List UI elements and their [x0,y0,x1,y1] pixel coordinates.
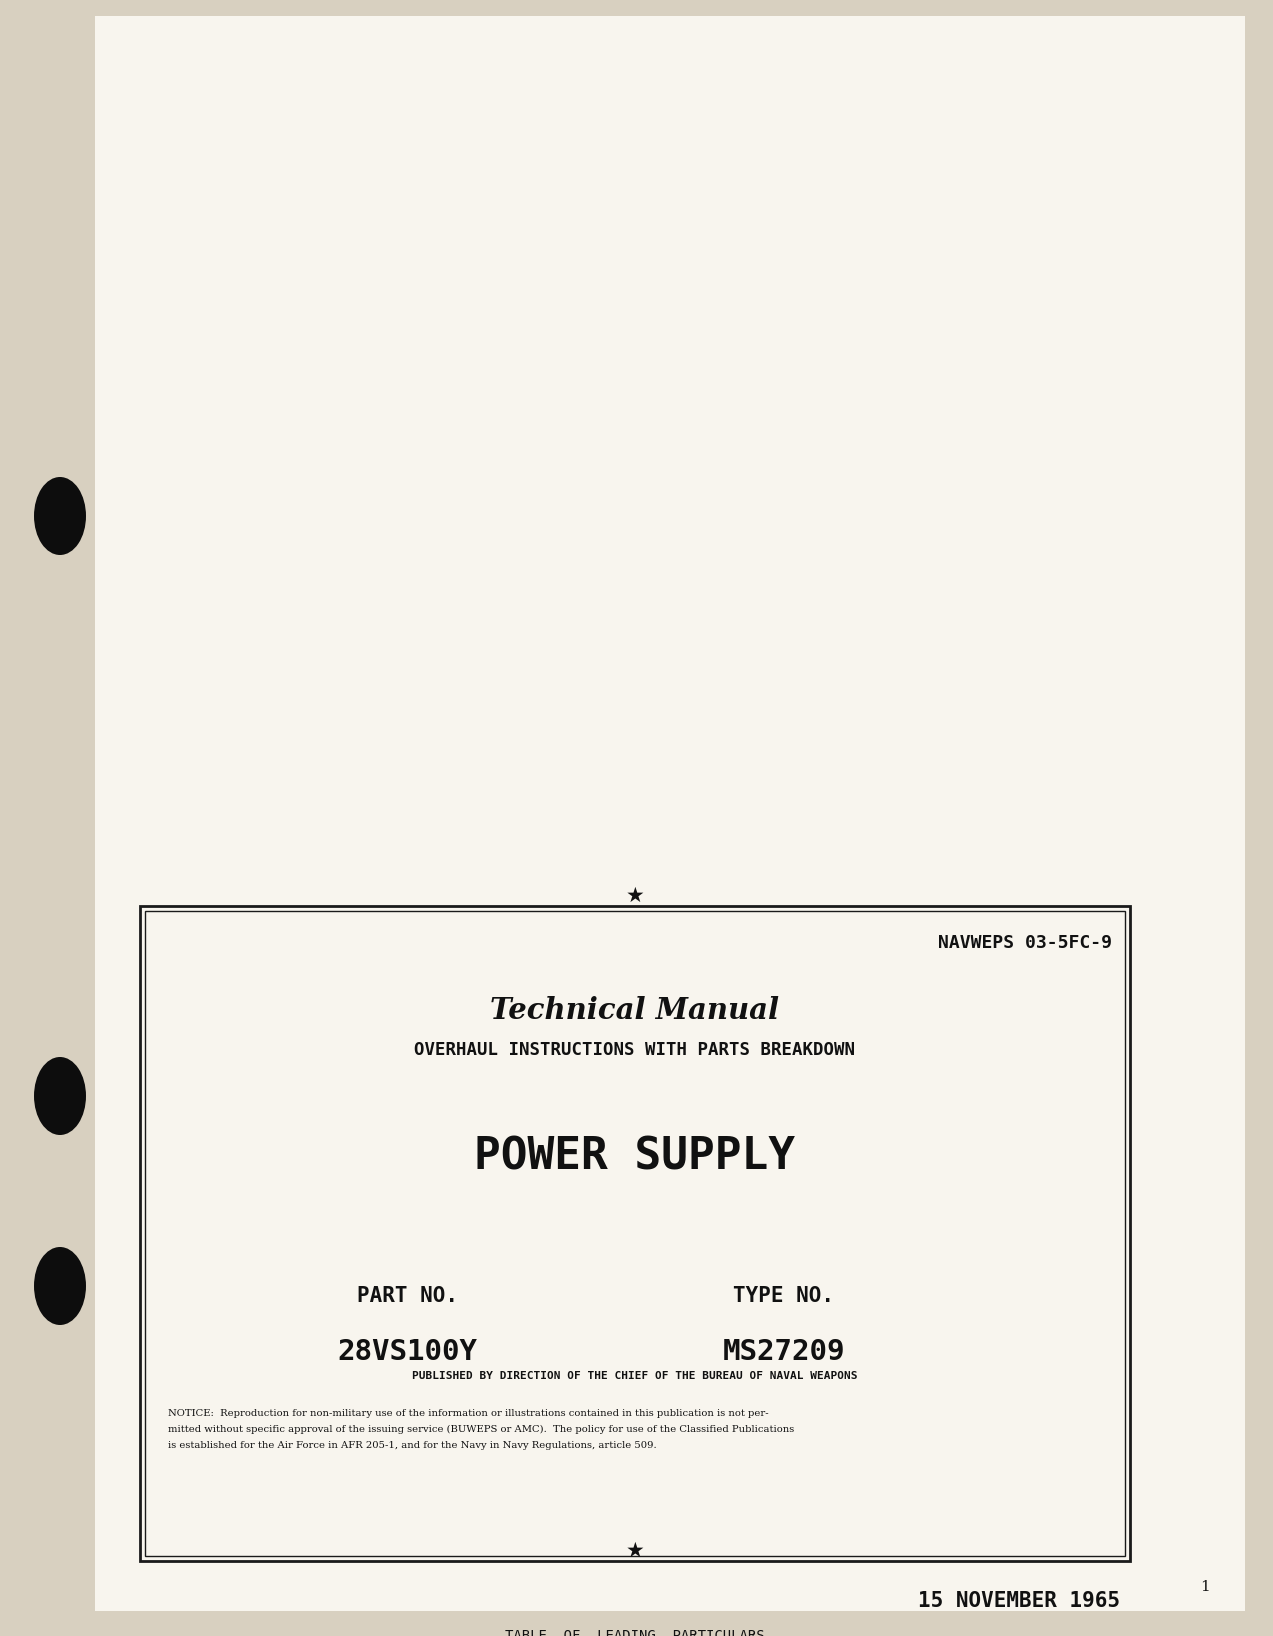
Text: Technical Manual: Technical Manual [490,996,779,1026]
Ellipse shape [34,478,87,555]
Text: 15 NOVEMBER 1965: 15 NOVEMBER 1965 [918,1590,1120,1611]
Text: ★: ★ [625,887,644,906]
Ellipse shape [34,1247,87,1325]
Text: POWER SUPPLY: POWER SUPPLY [475,1135,796,1180]
Text: is established for the Air Force in AFR 205-1, and for the Navy in Navy Regulati: is established for the Air Force in AFR … [168,1441,657,1449]
Text: TABLE  OF  LEADING  PARTICULARS: TABLE OF LEADING PARTICULARS [505,1629,765,1636]
Text: PUBLISHED BY DIRECTION OF THE CHIEF OF THE BUREAU OF NAVAL WEAPONS: PUBLISHED BY DIRECTION OF THE CHIEF OF T… [412,1371,858,1381]
Text: OVERHAUL INSTRUCTIONS WITH PARTS BREAKDOWN: OVERHAUL INSTRUCTIONS WITH PARTS BREAKDO… [415,1040,855,1058]
Text: mitted without specific approval of the issuing service (BUWEPS or AMC).  The po: mitted without specific approval of the … [168,1425,794,1435]
FancyBboxPatch shape [95,16,1245,1611]
Text: NAVWEPS 03-5FC-9: NAVWEPS 03-5FC-9 [938,934,1113,952]
Text: TYPE NO.: TYPE NO. [733,1286,834,1306]
Text: NOTICE:  Reproduction for non-military use of the information or illustrations c: NOTICE: Reproduction for non-military us… [168,1409,769,1418]
Text: ★: ★ [625,1541,644,1561]
Text: 28VS100Y: 28VS100Y [337,1338,477,1366]
Text: PART NO.: PART NO. [356,1286,458,1306]
Text: 1: 1 [1200,1580,1211,1593]
Text: MS27209: MS27209 [722,1338,845,1366]
Ellipse shape [34,1057,87,1135]
FancyBboxPatch shape [140,906,1130,1561]
